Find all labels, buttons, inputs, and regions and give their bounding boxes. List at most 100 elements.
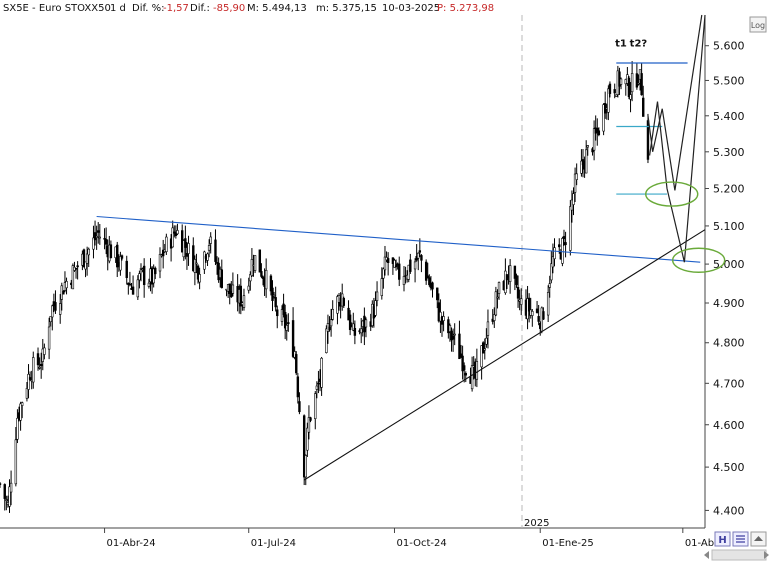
candle-body: [569, 206, 572, 251]
candle-body: [274, 297, 277, 308]
candle-body: [193, 259, 197, 273]
candle-body: [247, 285, 250, 291]
candle-body: [142, 265, 146, 286]
candle-body: [482, 342, 485, 354]
y-tick-label: 5.000: [713, 258, 745, 271]
y-tick-label: 5.100: [713, 220, 745, 233]
date-label: 10-03-2025: [382, 3, 440, 14]
candle-body: [442, 316, 445, 321]
candle-body: [642, 97, 645, 117]
candle-body: [220, 269, 223, 288]
candle-body: [513, 265, 517, 279]
candle-body: [38, 367, 41, 369]
candle-body: [173, 231, 176, 234]
candle-body: [195, 262, 198, 265]
candle-body: [207, 245, 211, 251]
wave-label: t2?: [630, 38, 648, 49]
log-button[interactable]: Log: [749, 16, 767, 33]
candle-body: [497, 282, 501, 294]
candle-body: [331, 309, 334, 320]
candle-body: [276, 309, 279, 317]
candle-body: [198, 274, 201, 283]
x-tick-label: 01-Oct-24: [396, 538, 446, 549]
candle-body: [27, 373, 30, 390]
candle-body: [485, 337, 488, 345]
candle-body: [596, 127, 599, 133]
candle-body: [570, 199, 574, 211]
candle-body: [176, 230, 179, 235]
y-tick-label: 4.800: [713, 337, 745, 350]
candle-body: [214, 239, 217, 262]
candle-body: [171, 227, 174, 248]
candle-body: [231, 284, 235, 294]
candle-body: [304, 455, 307, 478]
candle-body: [43, 347, 46, 355]
candle-body: [131, 286, 135, 295]
candle-body: [158, 254, 162, 272]
candle-body: [239, 285, 243, 307]
candle-body: [615, 94, 618, 97]
candle-body: [36, 353, 40, 366]
y-axis-ticks: 5.600 5.500 5.400 5.300 5.200 5.100 5.000 4.900…: [705, 40, 745, 517]
candle-body: [62, 290, 65, 295]
candle-body: [28, 377, 32, 380]
candle-body: [104, 239, 108, 245]
dif-value: -85,90: [213, 3, 245, 14]
candle-body: [280, 309, 284, 322]
candle-body: [448, 325, 452, 332]
candle-body: [269, 275, 273, 292]
candle-body: [486, 321, 490, 336]
candle-body: [272, 294, 276, 297]
candle-body: [165, 236, 168, 252]
candle-body: [271, 287, 274, 301]
y-tick-label: 5.400: [713, 110, 745, 123]
candle-body: [527, 297, 531, 312]
candle-body: [103, 238, 106, 240]
x-tick-label: 01-Abr-24: [107, 538, 156, 549]
candle-body: [206, 253, 209, 261]
candle-body: [551, 256, 555, 268]
candle-body: [336, 296, 339, 314]
candle-body: [282, 303, 285, 315]
candle-body: [283, 311, 287, 329]
candle-body: [450, 330, 453, 341]
candle-body: [242, 295, 246, 308]
candle-body: [550, 263, 553, 281]
y-tick-label: 4.400: [713, 504, 745, 517]
candle-body: [291, 320, 295, 357]
candle-body: [8, 486, 11, 507]
candle-body: [470, 365, 474, 390]
candle-body: [572, 193, 575, 205]
candle-body: [298, 401, 301, 413]
candle-body: [409, 259, 412, 272]
candle-body: [453, 333, 456, 336]
candle-body: [3, 484, 6, 499]
candle-body: [325, 328, 328, 353]
candle-body: [439, 311, 442, 322]
candle-body: [249, 274, 252, 282]
candle-body: [418, 250, 422, 253]
candle-body: [508, 265, 512, 282]
candle-body: [109, 244, 113, 259]
horizontal-scrollbar[interactable]: [711, 549, 767, 561]
candle-body: [426, 275, 429, 279]
candle-body: [531, 311, 534, 316]
candle-body: [76, 265, 79, 268]
candle-body: [136, 279, 140, 298]
y-tick-label: 4.900: [713, 297, 745, 310]
candle-body: [342, 297, 345, 306]
candle-body: [95, 235, 98, 238]
candle-body: [307, 417, 311, 433]
x-tick-label: 01-Jul-24: [251, 538, 296, 549]
candle-body: [295, 354, 298, 374]
candle-body: [420, 255, 423, 261]
candle-body: [458, 333, 461, 360]
candle-body: [82, 249, 86, 268]
scroll-left-icon: [704, 551, 709, 559]
candle-body: [85, 253, 89, 264]
candle-body: [537, 316, 540, 322]
candle-body: [285, 325, 288, 331]
hand-tool-button[interactable]: [714, 531, 731, 547]
candle-body: [562, 236, 566, 240]
